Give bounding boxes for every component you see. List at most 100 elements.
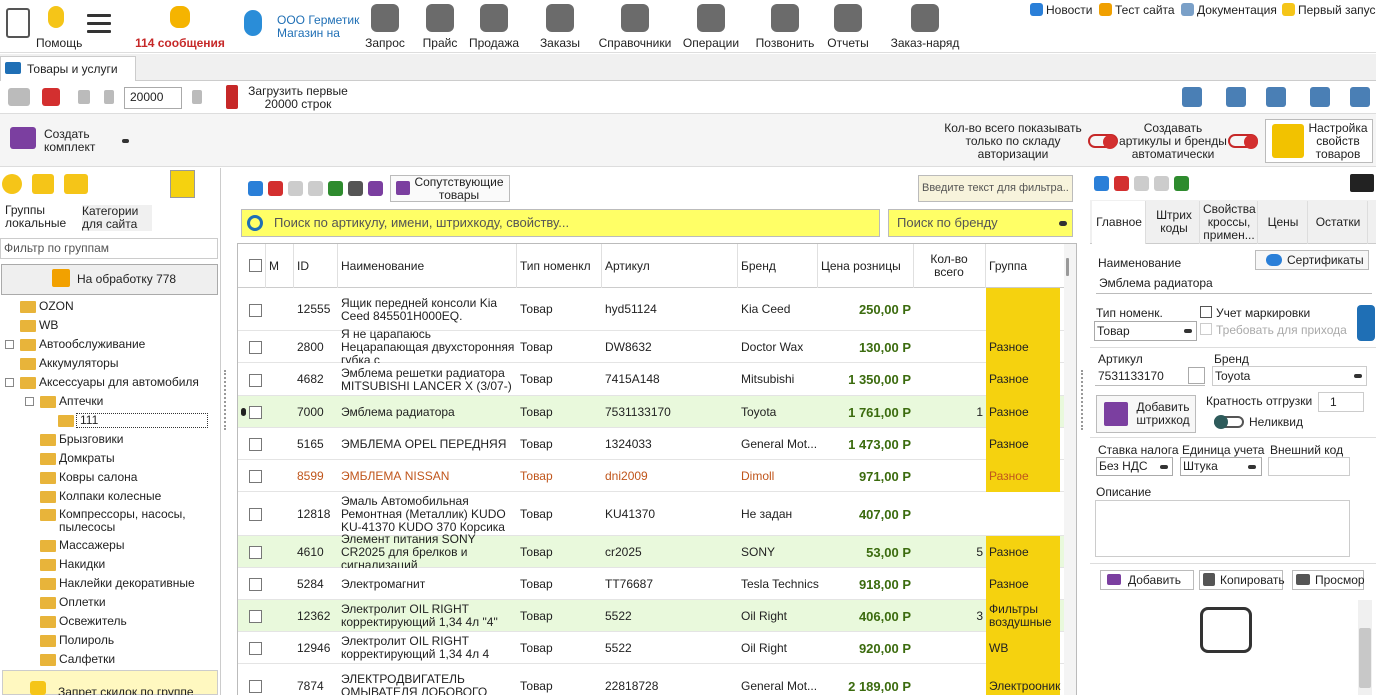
icon[interactable] (1350, 87, 1370, 107)
column-header[interactable]: Тип номенкл (520, 259, 591, 273)
tree-item[interactable]: Наклейки декоративные (59, 576, 195, 590)
folder-icon[interactable] (40, 635, 56, 647)
folder-icon[interactable] (40, 434, 56, 446)
kit-icon[interactable] (10, 127, 36, 149)
spin[interactable] (1318, 392, 1364, 412)
column-header[interactable]: Цена розницы (821, 259, 901, 273)
icon[interactable] (1160, 465, 1168, 469)
detail-tab[interactable] (1258, 201, 1308, 244)
toggle[interactable] (1088, 134, 1118, 148)
copy-button[interactable] (1199, 570, 1283, 590)
table-row[interactable] (238, 331, 1064, 363)
folder-icon[interactable] (40, 472, 56, 484)
detail-tab[interactable] (1092, 201, 1146, 244)
cert-button[interactable] (1255, 250, 1369, 270)
info-icon[interactable] (1357, 305, 1375, 341)
folder-icon[interactable] (40, 491, 56, 503)
menu-icon[interactable] (87, 22, 111, 25)
icon[interactable] (1359, 628, 1371, 688)
toolbar-button[interactable]: Операции (682, 36, 740, 50)
icon[interactable] (30, 681, 46, 695)
checkbox[interactable] (1200, 323, 1212, 335)
top-link[interactable]: Тест сайта (1115, 3, 1175, 17)
tree-item[interactable]: Компрессоры, насосы, пылесосы (59, 507, 186, 534)
tree-item[interactable]: Салфетки (59, 652, 116, 666)
warning-icon[interactable] (52, 269, 70, 287)
tab-icon[interactable] (5, 62, 21, 74)
hourglass-icon[interactable] (226, 85, 238, 109)
filter-input[interactable] (0, 238, 218, 259)
dots-button[interactable] (1188, 367, 1205, 384)
checkbox[interactable] (249, 578, 262, 591)
icon[interactable] (192, 90, 202, 104)
tree-expander[interactable] (5, 340, 14, 349)
messages-button[interactable]: 114 сообщения (135, 36, 225, 50)
related-button[interactable] (390, 175, 510, 202)
rows-input[interactable] (124, 87, 182, 109)
icon[interactable] (1094, 176, 1109, 191)
tree-expander[interactable] (25, 397, 34, 406)
checkbox[interactable] (249, 546, 262, 559)
icon[interactable] (1226, 87, 1246, 107)
icon[interactable] (1248, 465, 1256, 469)
left-tab[interactable]: Категории для сайта (82, 205, 152, 231)
icon[interactable] (78, 90, 90, 104)
detail-tab[interactable] (1308, 201, 1368, 244)
icon[interactable] (8, 88, 30, 106)
table-row[interactable] (238, 288, 1064, 331)
create-kit-button[interactable]: Создать комплект (44, 127, 96, 154)
company-name[interactable]: ООО Герметик Магазин на (277, 13, 360, 40)
tree-item[interactable]: Автообслуживание (39, 337, 146, 351)
exit-icon[interactable] (6, 8, 30, 38)
icon[interactable] (1214, 415, 1228, 429)
icon[interactable] (268, 181, 283, 196)
icon[interactable] (32, 174, 54, 194)
icon[interactable] (1266, 87, 1286, 107)
column-header[interactable]: Наименование (341, 259, 425, 273)
icon[interactable] (1107, 574, 1121, 585)
icon[interactable] (1059, 221, 1067, 226)
input[interactable] (1095, 366, 1205, 386)
icon[interactable] (1266, 254, 1282, 266)
table-row[interactable] (238, 536, 1064, 568)
link-icon[interactable] (1181, 3, 1194, 16)
tree-item[interactable]: Брызговики (59, 432, 124, 446)
menu-icon[interactable] (87, 14, 111, 17)
toolbar-button[interactable]: Заказы (539, 36, 581, 50)
select[interactable] (1180, 457, 1262, 476)
settings-icon[interactable] (1272, 124, 1304, 158)
tree-expander[interactable] (5, 378, 14, 387)
add-button[interactable] (1100, 570, 1194, 590)
detail-tab-label[interactable]: Главное (1096, 214, 1142, 229)
checkbox[interactable] (249, 373, 262, 387)
toolbar-icon[interactable] (621, 4, 649, 32)
toolbar-button[interactable]: Продажа (468, 36, 520, 50)
toolbar-icon[interactable] (834, 4, 862, 32)
table-row[interactable] (238, 568, 1064, 600)
icon[interactable] (42, 88, 60, 106)
search-box[interactable] (241, 209, 880, 237)
tree-item[interactable]: Аккумуляторы (39, 356, 119, 370)
link-icon[interactable] (1282, 3, 1295, 16)
detail-tab-label[interactable]: Штрих коды (1156, 208, 1192, 235)
table-row[interactable] (238, 363, 1064, 396)
toolbar-icon[interactable] (480, 4, 508, 32)
folder-icon[interactable] (20, 377, 36, 389)
brand-box[interactable] (888, 209, 1073, 237)
checkbox[interactable] (249, 680, 262, 693)
icon[interactable] (1114, 176, 1129, 191)
detail-tab-label[interactable]: Остатки (1315, 214, 1361, 229)
icon[interactable] (104, 90, 114, 104)
table-row[interactable] (238, 460, 1064, 492)
checkbox[interactable] (249, 303, 262, 317)
tree-item[interactable]: Аптечки (59, 394, 104, 408)
folder-icon[interactable] (40, 396, 56, 408)
tree-item[interactable]: Полироль (59, 633, 115, 647)
column-header[interactable]: Артикул (605, 259, 650, 273)
icon[interactable] (1203, 573, 1215, 586)
toolbar-icon[interactable] (546, 4, 574, 32)
toolbar-button[interactable]: Отчеты (827, 36, 869, 50)
folder-icon[interactable] (40, 597, 56, 609)
link-icon[interactable] (1099, 3, 1112, 16)
input[interactable] (1268, 457, 1350, 476)
